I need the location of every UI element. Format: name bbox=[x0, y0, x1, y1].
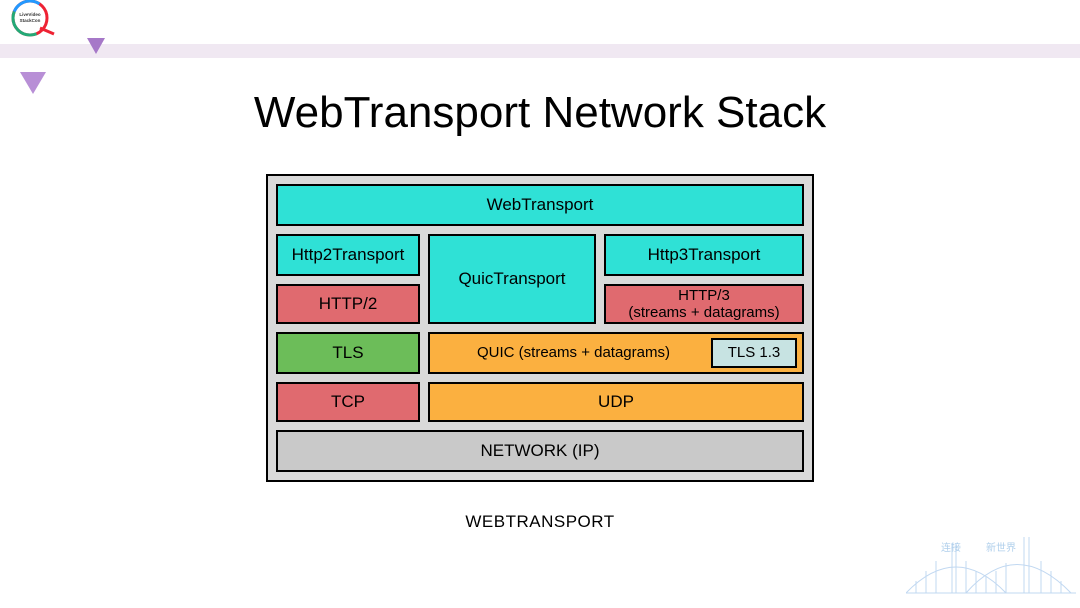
bridge-decoration-icon: 连接 新世界 bbox=[906, 531, 1076, 606]
layer-tcp: TCP bbox=[276, 382, 420, 422]
layer-webtransport: WebTransport bbox=[276, 184, 804, 226]
layer-network: NETWORK (IP) bbox=[276, 430, 804, 472]
layer-tls13: TLS 1.3 bbox=[711, 338, 797, 368]
diagram: WebTransport Http2Transport HTTP/2 QuicT… bbox=[0, 174, 1080, 482]
layer-udp: UDP bbox=[428, 382, 804, 422]
layer-http2transport: Http2Transport bbox=[276, 234, 420, 276]
layer-http2: HTTP/2 bbox=[276, 284, 420, 324]
layer-tls: TLS bbox=[276, 332, 420, 374]
svg-text:StackCon: StackCon bbox=[20, 18, 41, 23]
footer-label: WEBTRANSPORT bbox=[0, 512, 1080, 532]
topbar: LiveVideo StackCon bbox=[0, 0, 1080, 44]
brand-logo-icon: LiveVideo StackCon bbox=[10, 0, 58, 38]
slide-title: WebTransport Network Stack bbox=[0, 88, 1080, 138]
layer-http3: HTTP/3 (streams + datagrams) bbox=[604, 284, 804, 324]
svg-text:LiveVideo: LiveVideo bbox=[19, 12, 40, 17]
stack-panel: WebTransport Http2Transport HTTP/2 QuicT… bbox=[266, 174, 814, 482]
triangle-decoration-icon bbox=[20, 72, 46, 99]
svg-text:连接: 连接 bbox=[941, 541, 961, 554]
layer-http3-label: HTTP/3 (streams + datagrams) bbox=[628, 287, 779, 322]
layer-quic: QUIC (streams + datagrams) TLS 1.3 bbox=[428, 332, 804, 374]
layer-http3transport: Http3Transport bbox=[604, 234, 804, 276]
triangle-decoration-icon bbox=[87, 38, 105, 59]
svg-text:新世界: 新世界 bbox=[986, 541, 1016, 554]
layer-quic-label: QUIC (streams + datagrams) bbox=[430, 344, 711, 361]
accent-bar bbox=[0, 44, 1080, 58]
layer-quictransport: QuicTransport bbox=[428, 234, 596, 324]
